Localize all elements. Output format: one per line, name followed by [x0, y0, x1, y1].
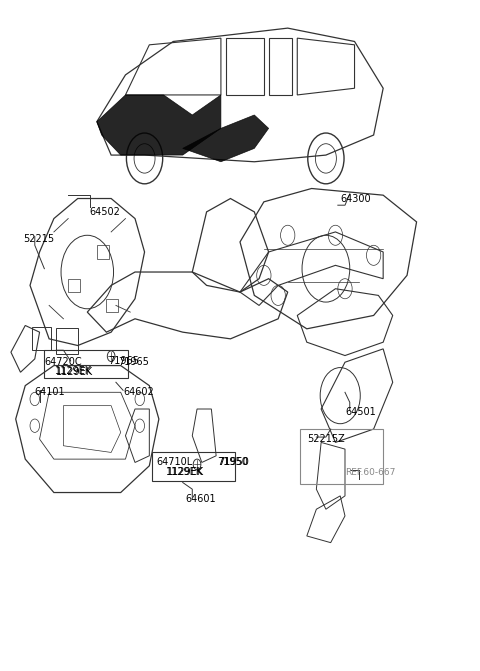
Text: 64601: 64601	[185, 495, 216, 504]
Text: 64501: 64501	[345, 407, 376, 417]
Bar	[97, 246, 109, 258]
Text: 64101: 64101	[35, 387, 65, 397]
Text: 64720C: 64720C	[44, 357, 82, 367]
Bar	[56, 328, 78, 354]
Text: 52215Z: 52215Z	[307, 434, 345, 444]
Text: 71965: 71965	[118, 357, 149, 367]
Text: 1129EK: 1129EK	[167, 468, 204, 478]
Text: REF.60-667: REF.60-667	[345, 468, 396, 477]
Text: 71950: 71950	[218, 458, 250, 468]
Bar	[33, 327, 51, 350]
Bar	[300, 429, 383, 484]
Circle shape	[193, 459, 201, 470]
Text: 1129EK: 1129EK	[166, 468, 203, 478]
Bar	[107, 299, 118, 312]
Text: 64300: 64300	[340, 193, 371, 203]
Text: 64602: 64602	[123, 387, 154, 397]
Polygon shape	[183, 115, 269, 162]
Text: 1129EK: 1129EK	[56, 367, 94, 377]
Circle shape	[108, 351, 115, 362]
Text: 52215: 52215	[23, 234, 54, 244]
Text: 64710L: 64710L	[156, 458, 193, 468]
Text: 1129EK: 1129EK	[55, 366, 93, 376]
Text: 64502: 64502	[90, 207, 120, 217]
Text: 71950: 71950	[217, 458, 249, 468]
Polygon shape	[97, 95, 221, 155]
Bar	[68, 278, 80, 292]
Bar	[152, 452, 235, 480]
Bar	[44, 350, 128, 378]
Text: 71965: 71965	[108, 356, 139, 366]
